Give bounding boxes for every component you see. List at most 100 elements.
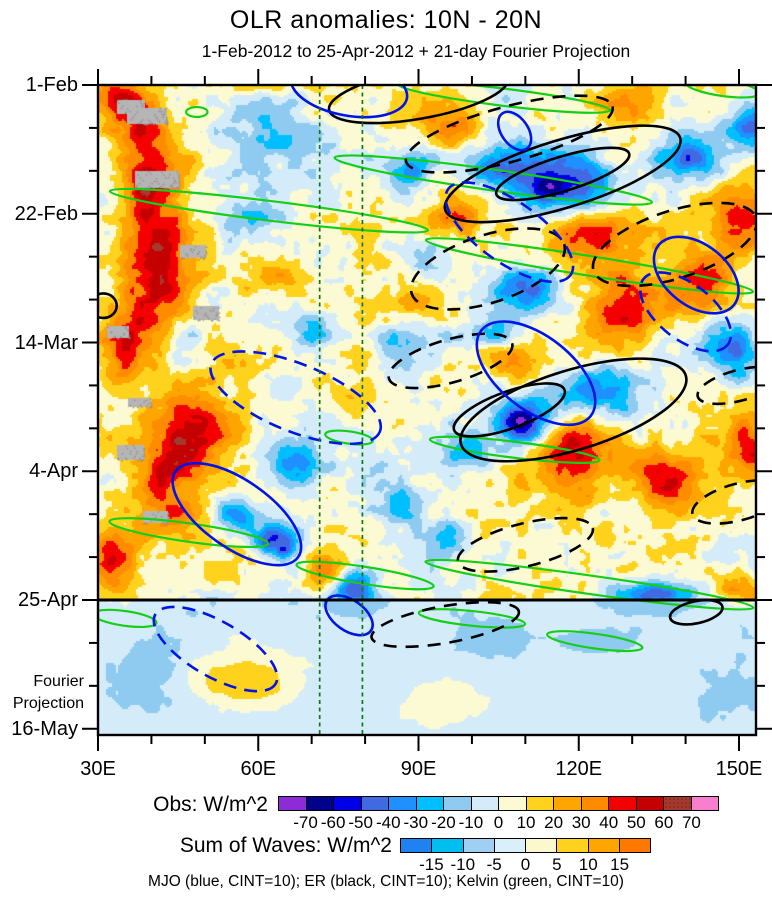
colorbar-swatch — [619, 839, 650, 852]
er-wave-contour-dashed — [404, 94, 615, 174]
y-tick-label: 22-Feb — [14, 202, 78, 225]
x-tick-label: 120E — [555, 758, 603, 780]
er-wave-contour — [98, 292, 118, 320]
er-wave-contour — [443, 124, 682, 224]
mjo-contour — [652, 235, 740, 315]
kelvin-wave-contour — [108, 187, 430, 234]
mjo-contour-dashed — [444, 181, 575, 284]
colorbar-tick-label: -20 — [431, 813, 456, 832]
kelvin-wave-contour — [424, 558, 755, 611]
colorbar-swatch — [306, 797, 334, 810]
mjo-contour — [496, 110, 533, 152]
colorbar-tick-label: 50 — [626, 813, 646, 832]
kelvin-wave-contour — [295, 560, 435, 591]
fourier-projection-note: Fourier Projection — [0, 671, 84, 715]
x-tick-label: 150E — [715, 758, 763, 780]
colorbar-swatch — [499, 797, 527, 810]
colorbar-tick-label: -5 — [486, 855, 502, 874]
er-wave-contour — [494, 146, 631, 202]
kelvin-wave-contour — [324, 429, 374, 446]
colorbar-tick-label: -10 — [458, 813, 484, 832]
mjo-contour — [289, 85, 409, 119]
mjo-contour-dashed — [638, 271, 733, 353]
er-wave-contour — [327, 85, 510, 125]
obs-colorbar — [278, 796, 719, 811]
chart-subtitle: 1-Feb-2012 to 25-Apr-2012 + 21-day Fouri… — [201, 41, 631, 61]
er-wave-contour-dashed — [691, 478, 756, 525]
colorbar-tick-label: -15 — [419, 855, 444, 874]
colorbar-swatch — [471, 797, 499, 810]
y-tick-label: 1-Feb — [25, 74, 78, 96]
colorbar-swatch — [526, 839, 558, 852]
colorbar-tick-label: -30 — [403, 813, 429, 832]
colorbar-tick-label: -70 — [293, 813, 318, 832]
er-wave-contour-dashed — [387, 332, 514, 390]
colorbar-tick-label: 0 — [493, 813, 504, 832]
colorbar-swatch — [444, 797, 472, 810]
er-wave-contour — [459, 357, 688, 463]
colorbar-tick-label: 10 — [578, 855, 598, 874]
mjo-contour-dashed — [152, 605, 279, 693]
er-wave-contour-dashed — [370, 600, 521, 649]
y-tick-label: 14-Mar — [14, 331, 78, 354]
y-tick-label: 4-Apr — [29, 460, 78, 483]
obs-colorbar-label: Obs: W/m^2 — [153, 793, 268, 816]
colorbar-tick-label: 70 — [681, 813, 701, 832]
kelvin-wave-contour — [428, 435, 601, 464]
colorbar-tick-label: -10 — [450, 855, 476, 874]
er-wave-contour-dashed — [696, 365, 756, 406]
x-tick-label: 30E — [80, 758, 116, 780]
colorbar-tick-label: 30 — [571, 813, 591, 832]
mjo-contour — [475, 320, 597, 427]
colorbar-swatch — [526, 797, 554, 810]
colorbar-swatch — [557, 839, 589, 852]
colorbar-tick-label: 15 — [610, 855, 630, 874]
colorbar-swatch — [609, 797, 637, 810]
kelvin-wave-contour — [185, 105, 209, 118]
er-wave-contour-dashed — [409, 227, 567, 311]
mjo-contour — [171, 461, 303, 567]
colorbar-swatch — [664, 797, 692, 810]
colorbar-tick-label: 0 — [520, 855, 531, 874]
waves-colorbar-label: Sum of Waves: W/m^2 — [179, 834, 392, 857]
kelvin-wave-contour — [546, 630, 644, 653]
y-tick-label: 25-Apr — [17, 589, 78, 611]
colorbar-swatch — [463, 839, 495, 852]
er-wave-contour-dashed — [456, 516, 595, 573]
colorbar-tick-label: 5 — [552, 855, 562, 874]
colorbar-swatch — [588, 839, 620, 852]
kelvin-wave-contour — [684, 85, 756, 99]
colorbar-swatch — [581, 797, 609, 810]
colorbar-tick-label: -50 — [348, 813, 373, 832]
fourier-note-line2: Projection — [12, 695, 84, 712]
colorbar-tick-label: 40 — [599, 813, 619, 832]
colorbar-tick-label: -60 — [320, 813, 346, 832]
er-wave-contour-dashed — [591, 201, 756, 288]
colorbar-tick-label: 20 — [544, 813, 564, 832]
colorbar-swatch — [389, 797, 417, 810]
colorbar-tick-label: 60 — [654, 813, 674, 832]
colorbar-swatch — [401, 839, 433, 852]
colorbar-swatch — [416, 797, 444, 810]
y-tick-label: 16-May — [11, 717, 78, 740]
axis-ticks — [82, 69, 772, 751]
colorbar-swatch — [361, 797, 389, 810]
er-wave-contour — [452, 382, 567, 438]
kelvin-wave-contour — [396, 85, 612, 114]
colorbar-swatch — [554, 797, 582, 810]
mjo-contour-dashed — [209, 350, 383, 446]
waves-colorbar — [400, 838, 651, 853]
colorbar-tick-label: 10 — [516, 813, 536, 832]
chart-title: OLR anomalies: 10N - 20N — [229, 6, 543, 34]
colorbar-swatch — [279, 797, 307, 810]
kelvin-wave-contour — [333, 154, 654, 206]
x-tick-label: 60E — [240, 758, 277, 780]
colorbar-swatch — [494, 839, 526, 852]
fourier-note-line1: Fourier — [33, 673, 84, 690]
colorbar-swatch — [334, 797, 362, 810]
kelvin-wave-contour — [108, 517, 270, 549]
kelvin-wave-contour — [424, 237, 755, 295]
x-tick-label: 90E — [400, 758, 437, 780]
